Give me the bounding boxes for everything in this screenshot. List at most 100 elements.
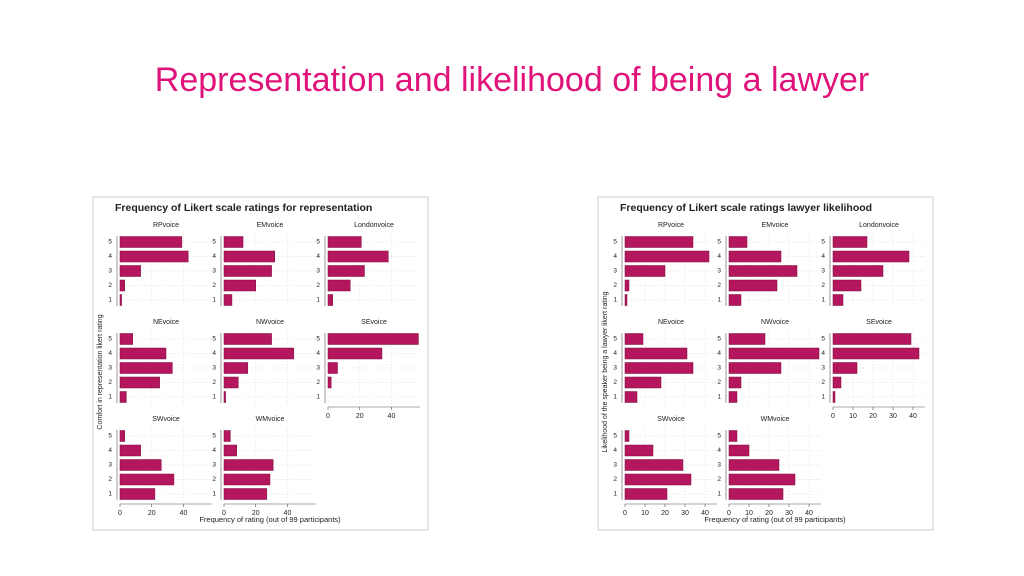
y-tick-label: 1: [613, 394, 617, 401]
x-tick-label: 0: [222, 510, 226, 517]
y-tick-label: 3: [717, 365, 721, 372]
x-tick-label: 0: [118, 510, 122, 517]
bar: [327, 236, 362, 248]
y-tick-label: 3: [108, 462, 112, 469]
y-tick-label: 2: [613, 476, 617, 483]
y-tick-label: 5: [212, 336, 216, 343]
bar: [728, 430, 738, 442]
y-tick-label: 4: [821, 253, 825, 260]
y-tick-label: 1: [613, 491, 617, 498]
bar: [119, 265, 141, 277]
y-tick-label: 2: [717, 476, 721, 483]
bar: [223, 333, 272, 345]
facet-label: Londonvoice: [354, 222, 394, 229]
y-tick-label: 5: [108, 239, 112, 246]
bar: [624, 333, 644, 345]
bar: [832, 376, 842, 389]
facet-label: WMvoice: [256, 416, 285, 423]
y-tick-label: 2: [212, 476, 216, 483]
bar: [119, 294, 122, 306]
x-tick-label: 40: [909, 413, 917, 420]
bar: [223, 279, 256, 292]
y-tick-label: 5: [108, 433, 112, 440]
bar: [327, 294, 334, 306]
y-tick-label: 4: [613, 253, 617, 260]
x-tick-label: 20: [661, 510, 669, 517]
facet-label: Londonvoice: [859, 222, 899, 229]
bar: [327, 362, 338, 374]
y-tick-label: 2: [316, 379, 320, 386]
y-tick-label: 2: [108, 379, 112, 386]
bar: [223, 488, 268, 500]
facet-label: WMvoice: [761, 416, 790, 423]
bar: [327, 279, 351, 292]
y-tick-label: 3: [316, 365, 320, 372]
bar: [119, 488, 156, 500]
y-tick-label: 5: [821, 239, 825, 246]
bar: [624, 347, 688, 360]
bar: [119, 391, 127, 403]
x-tick-label: 20: [869, 413, 877, 420]
y-tick-label: 2: [212, 282, 216, 289]
bar: [223, 265, 272, 277]
bar: [728, 459, 780, 471]
y-tick-label: 1: [316, 297, 320, 304]
y-tick-label: 3: [613, 462, 617, 469]
x-tick-label: 0: [326, 413, 330, 420]
bar: [223, 473, 271, 486]
y-tick-label: 4: [717, 350, 721, 357]
bar: [832, 391, 836, 403]
y-tick-label: 3: [108, 365, 112, 372]
y-tick-label: 1: [717, 491, 721, 498]
y-tick-label: 5: [717, 239, 721, 246]
y-tick-label: 2: [108, 282, 112, 289]
y-tick-label: 4: [108, 253, 112, 260]
bar: [728, 488, 784, 500]
facet-label: NWvoice: [256, 319, 284, 326]
y-tick-label: 5: [108, 336, 112, 343]
y-tick-label: 5: [212, 433, 216, 440]
bar: [832, 279, 862, 292]
y-tick-label: 1: [108, 394, 112, 401]
y-tick-label: 1: [821, 394, 825, 401]
bar: [832, 265, 884, 277]
y-tick-label: 3: [212, 462, 216, 469]
bar: [119, 347, 167, 360]
x-tick-label: 20: [148, 510, 156, 517]
y-tick-label: 2: [821, 282, 825, 289]
bar: [119, 236, 183, 248]
y-tick-label: 3: [821, 365, 825, 372]
y-tick-label: 4: [212, 447, 216, 454]
y-tick-label: 4: [613, 350, 617, 357]
y-tick-label: 3: [316, 268, 320, 275]
y-tick-label: 1: [108, 491, 112, 498]
bar: [223, 362, 249, 374]
slide-title: Representation and likelihood of being a…: [154, 61, 870, 99]
bar: [728, 250, 782, 263]
x-tick-label: 10: [641, 510, 649, 517]
y-tick-label: 3: [717, 268, 721, 275]
bar: [624, 430, 630, 442]
bar: [119, 333, 133, 345]
y-tick-label: 3: [613, 268, 617, 275]
bar: [624, 488, 668, 500]
y-tick-label: 1: [212, 394, 216, 401]
facet-label: EMvoice: [762, 222, 789, 229]
y-tick-label: 1: [316, 394, 320, 401]
bar: [832, 347, 920, 360]
bar: [223, 459, 274, 471]
bar: [119, 279, 126, 292]
bar: [119, 430, 126, 442]
bar: [119, 250, 189, 263]
bar: [728, 294, 742, 306]
x-tick-label: 20: [252, 510, 260, 517]
y-tick-label: 3: [108, 268, 112, 275]
x-tick-label: 40: [388, 413, 396, 420]
bar: [832, 333, 912, 345]
bar: [223, 391, 226, 403]
y-tick-label: 4: [212, 253, 216, 260]
chart-title: Frequency of Likert scale ratings for re…: [115, 202, 372, 214]
x-tick-label: 30: [785, 510, 793, 517]
y-tick-label: 2: [316, 282, 320, 289]
